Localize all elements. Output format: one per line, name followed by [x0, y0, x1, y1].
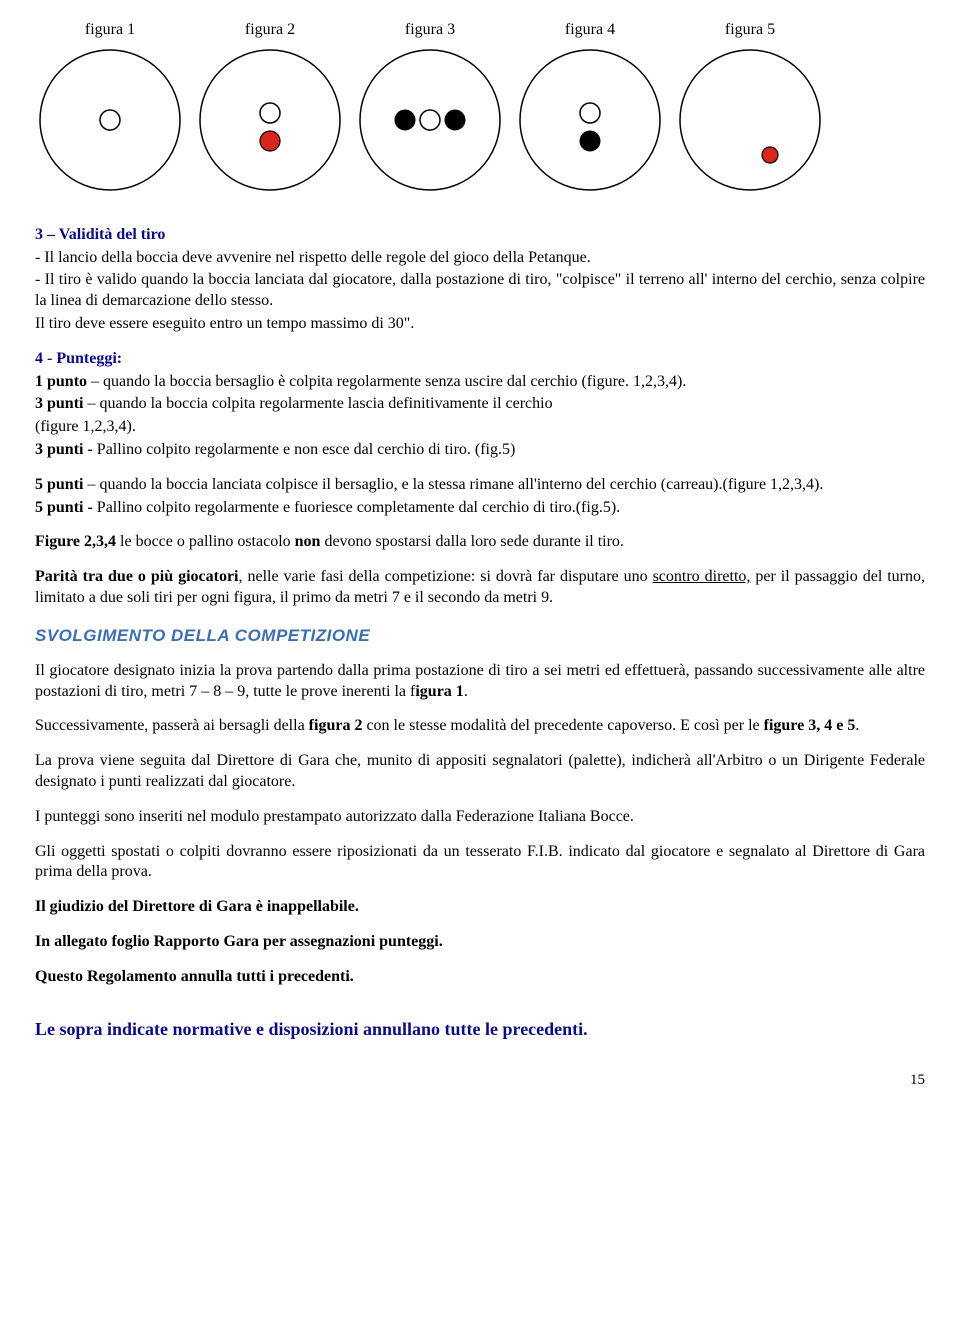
figure-5: figura 5: [675, 20, 825, 195]
page-number: 15: [35, 1071, 925, 1091]
figures-row: figura 1 figura 2 figura 3 figura 4: [35, 20, 925, 195]
figure-5-svg: [675, 45, 825, 195]
figure-3-svg: [355, 45, 505, 195]
figure-2-label: figura 2: [245, 20, 295, 41]
sv-p5: Gli oggetti spostati o colpiti dovranno …: [35, 842, 925, 884]
s4-p1: 1 punto – quando la boccia bersaglio è c…: [35, 372, 925, 393]
s4-parita: Parità tra due o più giocatori, nelle va…: [35, 567, 925, 609]
figure-1: figura 1: [35, 20, 185, 195]
sv-p8: Questo Regolamento annulla tutti i prece…: [35, 967, 925, 988]
figure-4-svg: [515, 45, 665, 195]
s4-p5: 5 punti – quando la boccia lanciata colp…: [35, 475, 925, 496]
sv-p2: Successivamente, passerà ai bersagli del…: [35, 716, 925, 737]
s3-line3: Il tiro deve essere eseguito entro un te…: [35, 314, 925, 335]
s4-p5b: 5 punti - Pallino colpito regolarmente e…: [35, 498, 925, 519]
section-3-title: 3 – Validità del tiro: [35, 225, 925, 246]
figure-2: figura 2: [195, 20, 345, 195]
s4-fig234: Figure 2,3,4 le bocce o pallino ostacolo…: [35, 532, 925, 553]
s4-p3b: 3 punti - Pallino colpito regolarmente e…: [35, 440, 925, 461]
s3-line2: - Il tiro è valido quando la boccia lanc…: [35, 270, 925, 312]
figure-2-svg: [195, 45, 345, 195]
svolgimento-title: SVOLGIMENTO DELLA COMPETIZIONE: [35, 625, 925, 647]
s4-p3-fig: (figure 1,2,3,4).: [35, 417, 925, 438]
figure-5-label: figura 5: [725, 20, 775, 41]
final-line: Le sopra indicate normative e disposizio…: [35, 1018, 925, 1041]
sv-p6: Il giudizio del Direttore di Gara è inap…: [35, 897, 925, 918]
figure-3: figura 3: [355, 20, 505, 195]
sv-p7: In allegato foglio Rapporto Gara per ass…: [35, 932, 925, 953]
section-4-title: 4 - Punteggi:: [35, 349, 925, 370]
s3-line1: - Il lancio della boccia deve avvenire n…: [35, 248, 925, 269]
figure-3-label: figura 3: [405, 20, 455, 41]
figure-4-label: figura 4: [565, 20, 615, 41]
sv-p3: La prova viene seguita dal Direttore di …: [35, 751, 925, 793]
figure-1-svg: [35, 45, 185, 195]
sv-p1: Il giocatore designato inizia la prova p…: [35, 661, 925, 703]
s4-p3: 3 punti – quando la boccia colpita regol…: [35, 394, 925, 415]
figure-1-label: figura 1: [85, 20, 135, 41]
sv-p4: I punteggi sono inseriti nel modulo pres…: [35, 807, 925, 828]
figure-4: figura 4: [515, 20, 665, 195]
